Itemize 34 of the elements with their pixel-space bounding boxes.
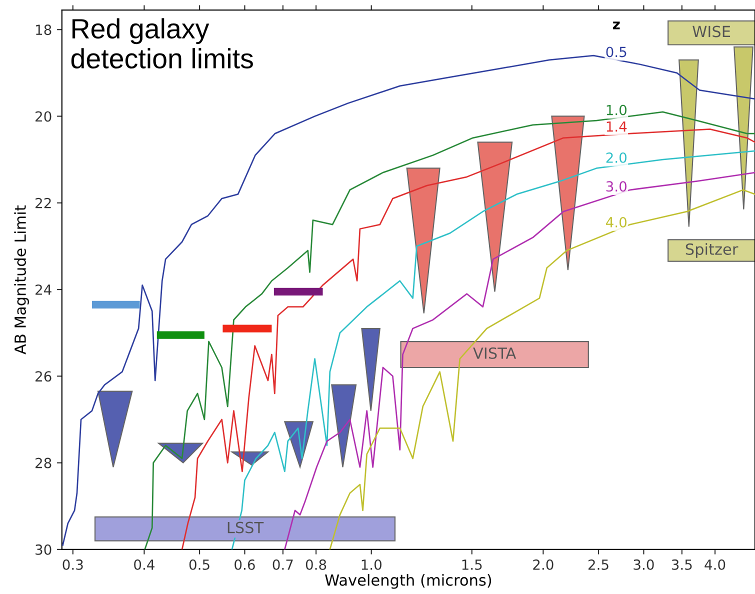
x-tick-label: 1.5 bbox=[462, 560, 482, 570]
x-tick-label: 2.0 bbox=[533, 559, 554, 570]
series-label: Spitzer bbox=[686, 243, 738, 258]
x-tick-label: 0.3 bbox=[62, 559, 83, 570]
series-label: 1.0 bbox=[606, 104, 627, 116]
series-label: 2.0 bbox=[606, 152, 627, 163]
y-axis-title: AB Magnitude Limit bbox=[14, 205, 29, 354]
y-tick-label: 26 bbox=[36, 371, 52, 382]
x-tick-label: 2.5 bbox=[588, 559, 608, 570]
x-tick-label: 0.8 bbox=[306, 559, 326, 570]
y-tick-label: 22 bbox=[36, 198, 51, 208]
x-tick-label: 0.4 bbox=[134, 559, 154, 570]
x-tick-label: 0.6 bbox=[234, 559, 255, 570]
series-label: VISTA bbox=[473, 347, 516, 359]
legend-title: z bbox=[612, 22, 620, 30]
series-label: WISE bbox=[692, 26, 730, 38]
series-label: 4.0 bbox=[606, 216, 627, 228]
y-tick-label: 30 bbox=[36, 544, 52, 555]
y-tick-label: 20 bbox=[36, 111, 52, 122]
x-tick-label: 0.7 bbox=[272, 559, 293, 570]
series-label: 1.4 bbox=[606, 121, 627, 132]
x-tick-label: 0.5 bbox=[189, 559, 210, 570]
x-tick-label: 4.0 bbox=[704, 559, 726, 570]
x-tick-label: 1.0 bbox=[362, 559, 382, 570]
series-label: LSST bbox=[228, 522, 264, 534]
y-tick-label: 24 bbox=[36, 284, 52, 295]
x-tick-label: 3.0 bbox=[634, 559, 654, 570]
x-tick-label: 3.5 bbox=[672, 559, 692, 570]
y-tick-label: 18 bbox=[36, 24, 52, 36]
text: Red galaxy detection limits bbox=[71, 18, 253, 69]
series-label: 0.5 bbox=[606, 46, 626, 58]
y-tick-label: 28 bbox=[36, 458, 52, 468]
x-axis-title: Wavelength (microns) bbox=[325, 574, 492, 589]
series-label: 3.0 bbox=[606, 181, 627, 192]
